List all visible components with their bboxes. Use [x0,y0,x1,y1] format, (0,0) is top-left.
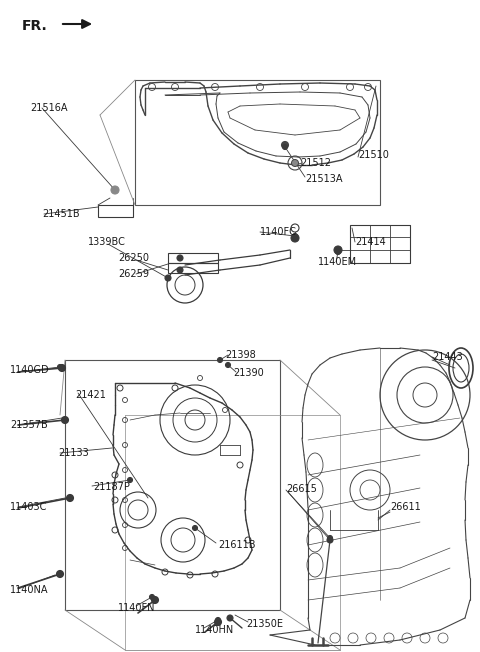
Circle shape [291,160,299,166]
Text: 21510: 21510 [358,150,389,160]
Circle shape [292,233,298,239]
Circle shape [149,595,155,599]
Bar [65,360,280,610]
Circle shape [227,615,233,621]
Circle shape [67,494,73,501]
Bar [168,263,218,273]
Text: 26250: 26250 [118,253,149,263]
Circle shape [336,250,340,254]
Circle shape [327,535,333,541]
Circle shape [215,619,221,625]
Text: 21516A: 21516A [30,103,68,113]
Text: 1339BC: 1339BC [88,237,126,247]
Text: 21390: 21390 [233,368,264,378]
Text: 26611: 26611 [390,502,421,512]
Text: 1140EM: 1140EM [318,257,357,267]
Text: 21350E: 21350E [246,619,283,629]
Circle shape [281,141,288,149]
Circle shape [192,526,197,531]
Text: FR.: FR. [22,19,48,33]
Text: 26259: 26259 [118,269,149,279]
Circle shape [111,186,119,194]
Circle shape [216,617,220,623]
Circle shape [59,364,65,372]
Circle shape [57,570,63,578]
Bar [98,205,133,217]
Bar [168,253,218,263]
Text: 1140HN: 1140HN [195,625,234,635]
Text: 21451B: 21451B [42,209,80,219]
Circle shape [226,363,230,368]
Text: 1140FC: 1140FC [260,227,297,237]
Text: 21421: 21421 [75,390,106,400]
Text: 21513A: 21513A [305,174,343,184]
Circle shape [177,255,183,261]
Circle shape [327,537,333,543]
Text: 21414: 21414 [355,237,386,247]
Circle shape [61,417,69,424]
Circle shape [165,275,171,281]
Text: 11403C: 11403C [10,502,48,512]
Text: 21443: 21443 [432,352,463,362]
Bar [350,225,410,263]
Circle shape [327,537,333,542]
Bar [135,80,380,205]
Text: 1140GD: 1140GD [10,365,49,375]
Circle shape [283,145,288,149]
Text: 21187P: 21187P [93,482,130,492]
Text: 21133: 21133 [58,448,89,458]
Text: 21611B: 21611B [218,540,255,550]
Circle shape [177,267,183,273]
Text: 1140NA: 1140NA [10,585,48,595]
Text: 1140FN: 1140FN [118,603,156,613]
Circle shape [128,477,132,482]
Circle shape [217,357,223,363]
Text: 21357B: 21357B [10,420,48,430]
Circle shape [152,597,158,604]
Text: 26615: 26615 [286,484,317,494]
Circle shape [58,364,62,370]
Text: 21398: 21398 [225,350,256,360]
Circle shape [291,234,299,242]
Text: 21512: 21512 [300,158,331,168]
Circle shape [334,246,342,254]
